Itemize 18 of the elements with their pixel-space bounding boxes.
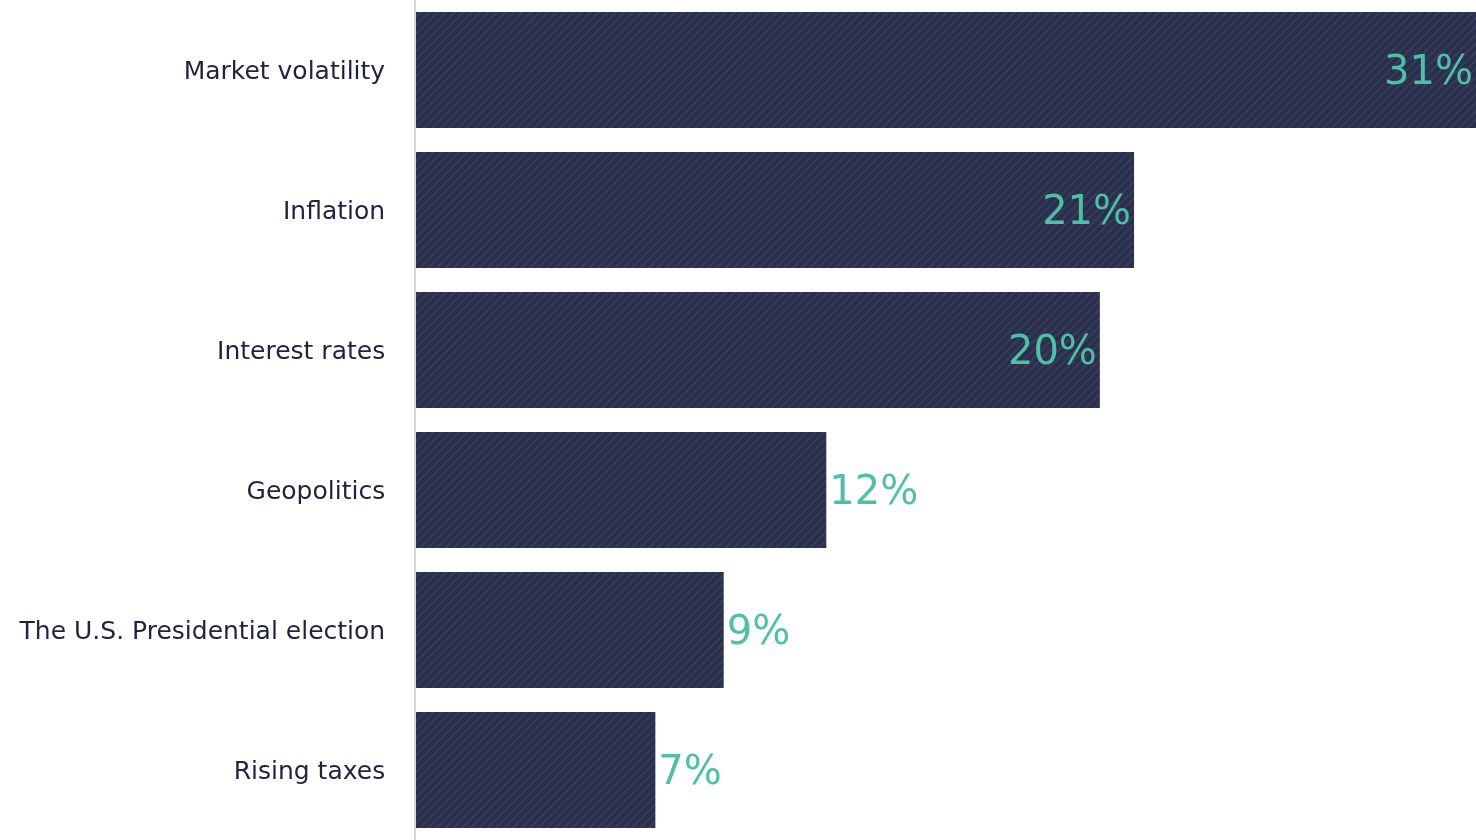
- data-label: 21%: [1042, 187, 1132, 233]
- y-tick-label: Market volatility: [183, 55, 409, 85]
- data-label: 12%: [829, 467, 919, 513]
- data-label: 20%: [1007, 327, 1097, 373]
- data-label: 7%: [658, 747, 722, 793]
- y-tick-label: Rising taxes: [233, 755, 409, 785]
- bar: [416, 151, 1135, 269]
- data-label: 31%: [1384, 47, 1473, 93]
- y-tick-label: Geopolitics: [246, 475, 409, 505]
- data-label: 9%: [726, 607, 791, 653]
- y-tick-label: Interest rates: [217, 335, 409, 365]
- bar: [416, 571, 724, 689]
- y-tick-label: The U.S. Presidential election: [18, 615, 409, 645]
- y-tick-label: Inflation: [282, 195, 409, 225]
- bar: [416, 11, 1476, 129]
- bar: [416, 431, 827, 549]
- bar: [416, 291, 1100, 409]
- bar: [416, 711, 656, 829]
